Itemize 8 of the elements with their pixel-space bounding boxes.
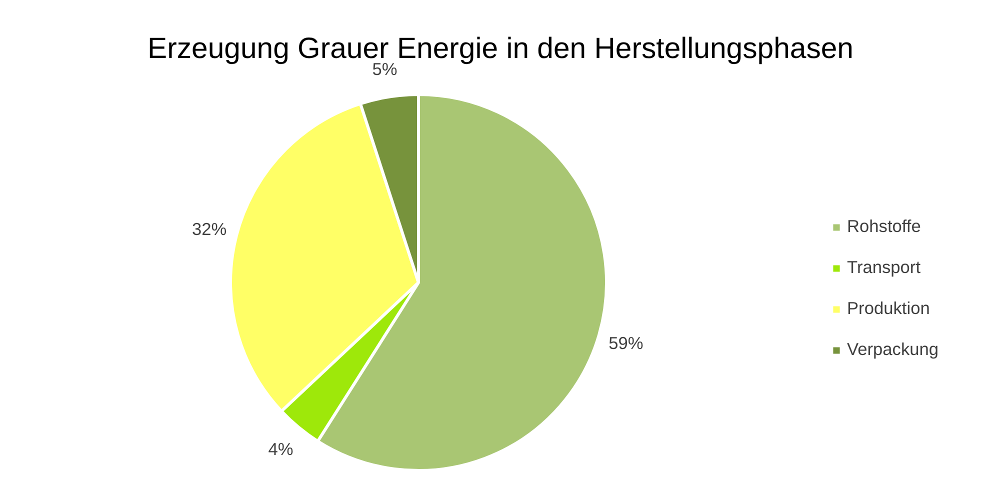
data-label: 5%	[372, 59, 398, 80]
data-label: 4%	[268, 438, 294, 459]
legend-label: Produktion	[847, 298, 930, 319]
legend-label: Transport	[847, 257, 921, 278]
data-label: 32%	[192, 218, 227, 239]
data-label: 59%	[608, 332, 644, 353]
legend-label: Verpackung	[847, 339, 939, 360]
legend-label: Rohstoffe	[847, 216, 921, 237]
